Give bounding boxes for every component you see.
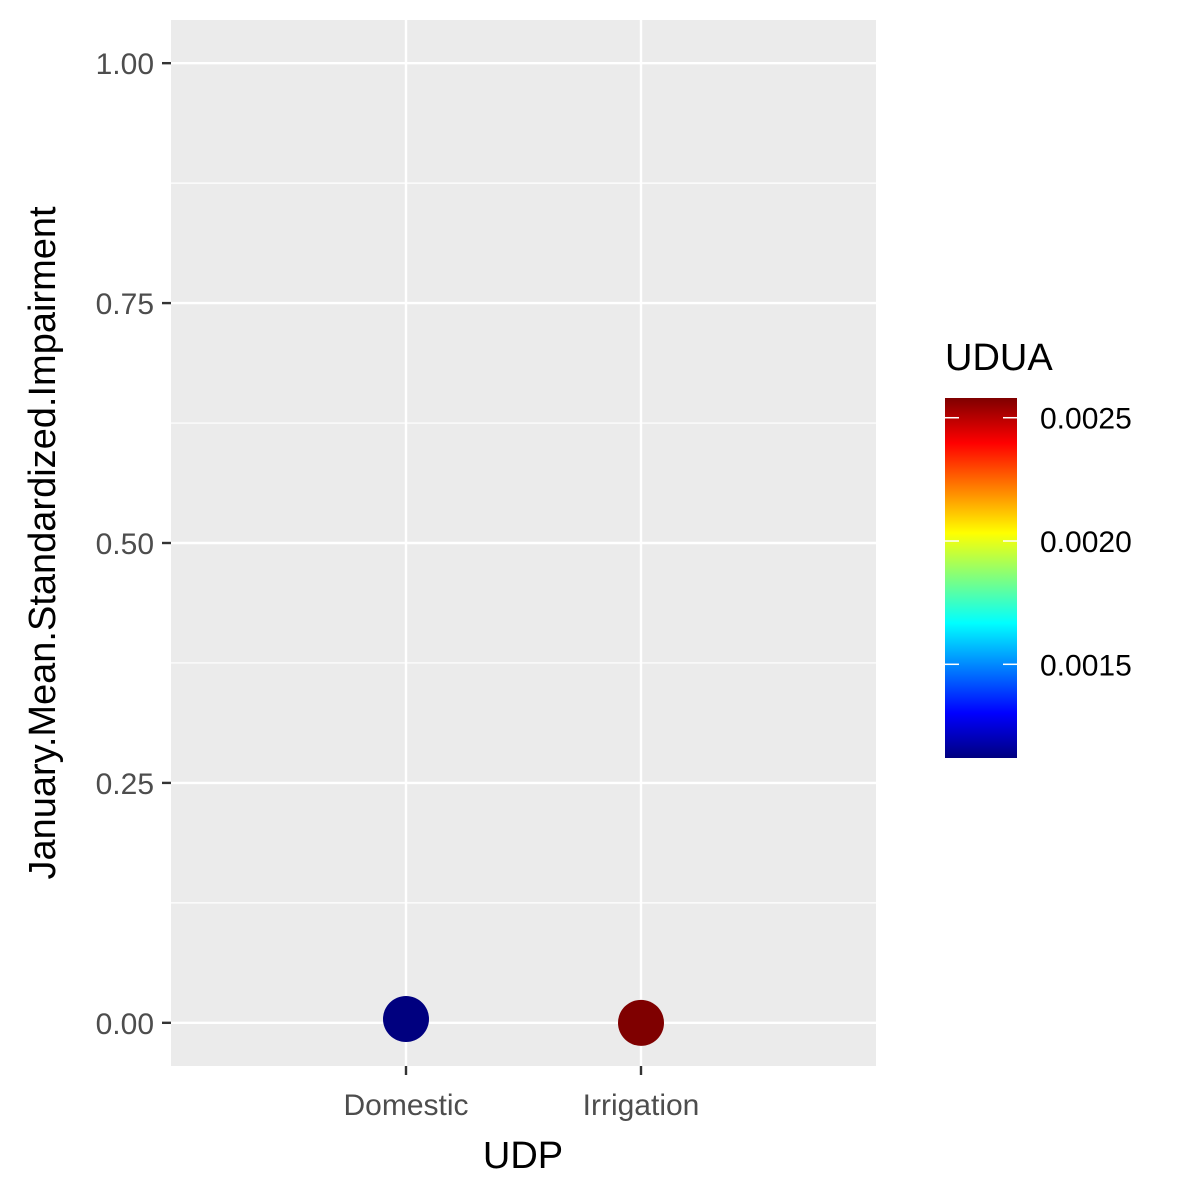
data-point-irrigation [618, 999, 664, 1046]
y-tick-label: 1.00 [96, 48, 154, 81]
grid-minor [171, 182, 876, 904]
data-points [383, 995, 664, 1046]
x-tick-label: Domestic [343, 1089, 468, 1122]
legend-ticks: 0.0015 0.0020 0.0025 [945, 403, 1132, 682]
x-tick-label: Irrigation [583, 1089, 700, 1122]
grid-major [171, 20, 876, 1066]
x-axis-title: UDP [483, 1135, 563, 1177]
y-tick-label: 0.00 [96, 1008, 154, 1041]
legend-tick-label: 0.0015 [1040, 649, 1132, 682]
legend-tick-label: 0.0025 [1040, 403, 1132, 436]
data-point-domestic [383, 995, 429, 1042]
color-legend: UDUA 0.0015 0.0020 0.0025 [945, 337, 1132, 758]
legend-tick-label: 0.0020 [1040, 526, 1132, 559]
legend-colorbar [945, 398, 1017, 758]
y-axis-title: January.Mean.Standardized.Impairment [22, 206, 64, 880]
y-tick-label: 0.25 [96, 768, 154, 801]
legend-title: UDUA [945, 337, 1053, 379]
x-axis: Domestic Irrigation [343, 1066, 699, 1122]
y-tick-label: 0.50 [96, 528, 154, 561]
y-tick-label: 0.75 [96, 288, 154, 321]
y-axis: 0.00 0.25 0.50 0.75 1.00 [96, 48, 171, 1041]
